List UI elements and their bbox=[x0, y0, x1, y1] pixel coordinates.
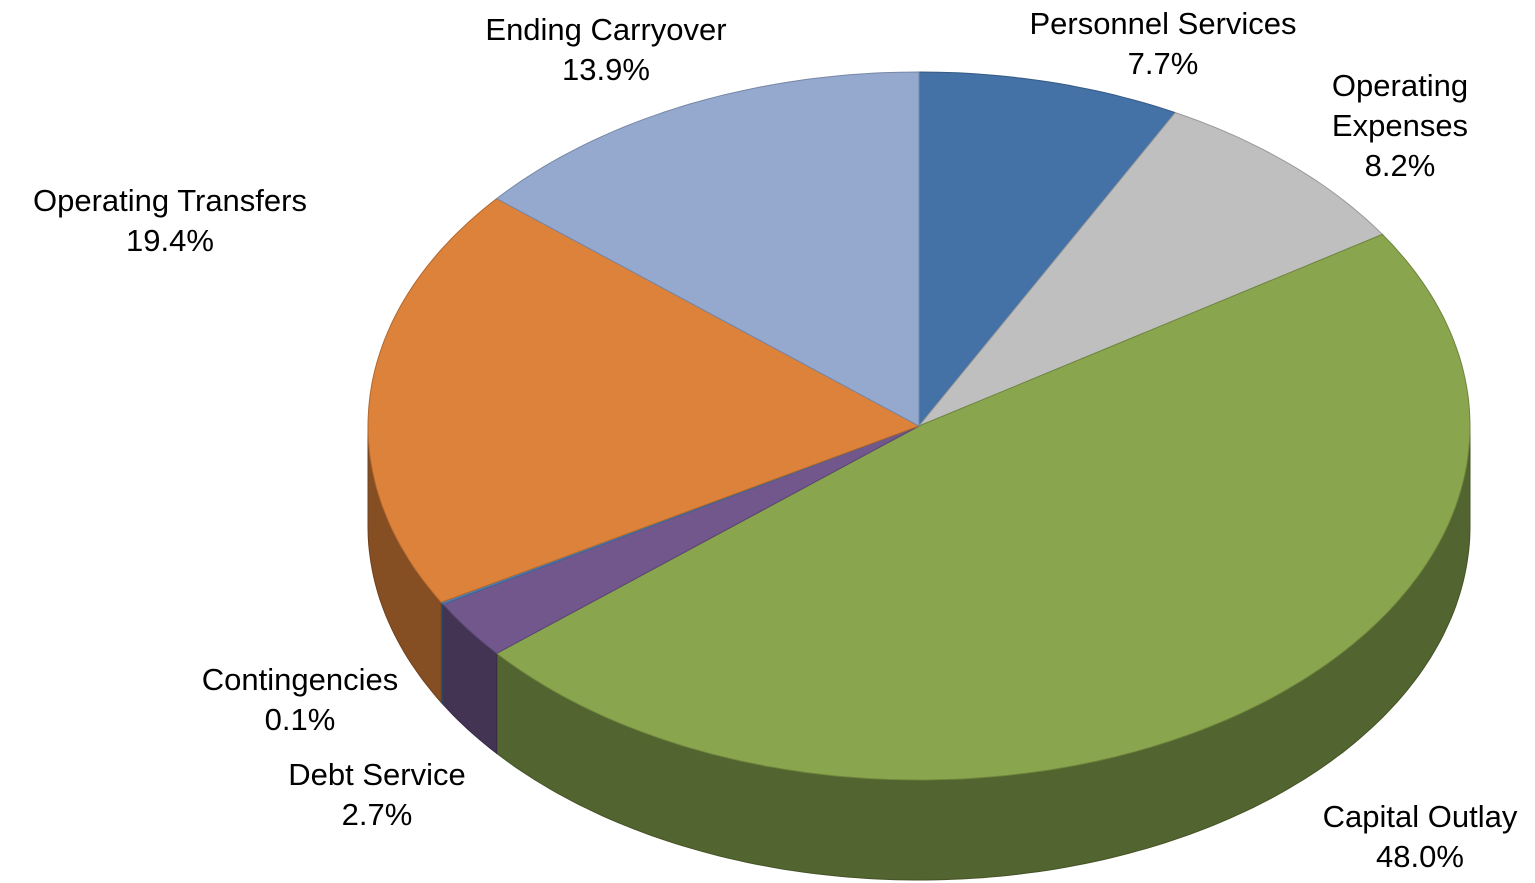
data-label: Capital Outlay 48.0% bbox=[1270, 797, 1535, 877]
data-label: Personnel Services 7.7% bbox=[963, 4, 1363, 84]
value-label: 8.2% bbox=[1364, 148, 1436, 183]
category-label: Debt Service bbox=[288, 757, 466, 792]
pie-slice bbox=[442, 425, 920, 654]
data-label: Contingencies 0.1% bbox=[150, 660, 450, 740]
value-label: 2.7% bbox=[341, 797, 413, 832]
category-label: Ending Carryover bbox=[485, 12, 727, 47]
category-label: Capital Outlay bbox=[1322, 799, 1518, 834]
pie-slice bbox=[918, 71, 1177, 428]
category-label: Operating Expenses bbox=[1331, 68, 1469, 143]
data-label: Operating Transfers 19.4% bbox=[0, 181, 370, 261]
value-label: 7.7% bbox=[1127, 46, 1199, 81]
pie-slice bbox=[495, 233, 1471, 781]
pie-slice bbox=[495, 71, 920, 427]
value-label: 13.9% bbox=[562, 52, 650, 87]
category-label: Contingencies bbox=[201, 662, 399, 697]
value-label: 0.1% bbox=[264, 702, 336, 737]
value-label: 19.4% bbox=[126, 223, 214, 258]
data-label: Ending Carryover 13.9% bbox=[406, 10, 806, 90]
category-label: Personnel Services bbox=[1029, 6, 1297, 41]
data-label: Debt Service 2.7% bbox=[227, 755, 527, 835]
pie-slice bbox=[367, 198, 921, 603]
data-label: Operating Expenses 8.2% bbox=[1310, 66, 1490, 186]
value-label: 48.0% bbox=[1376, 839, 1464, 874]
category-label: Operating Transfers bbox=[33, 183, 307, 218]
pie-slice bbox=[918, 112, 1384, 427]
